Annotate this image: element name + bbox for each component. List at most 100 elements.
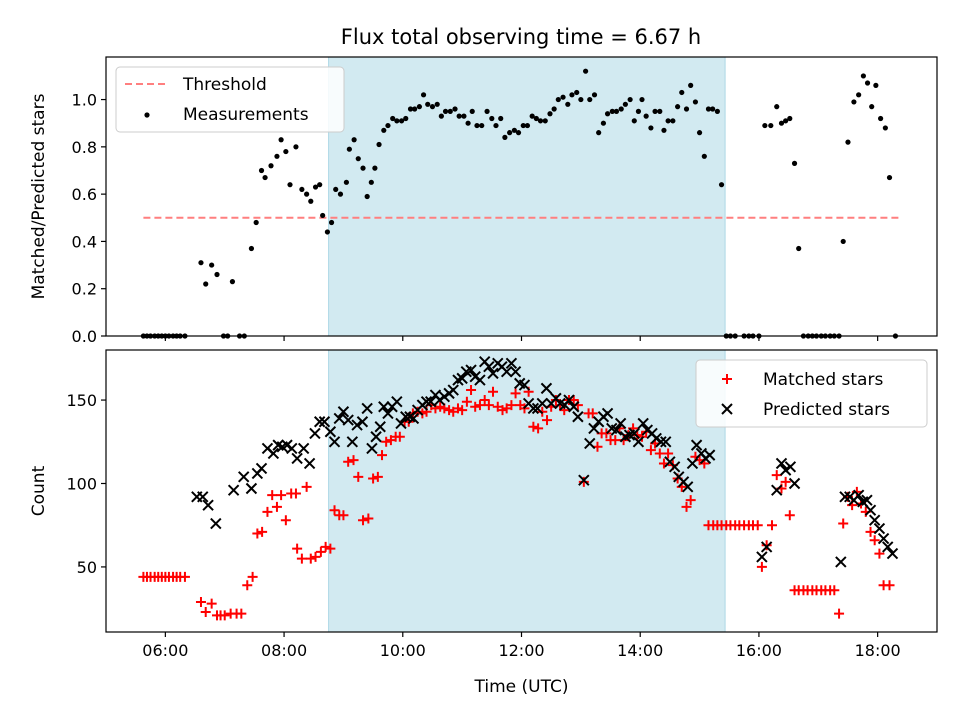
matched-star-marker bbox=[372, 471, 383, 482]
measurement-point bbox=[489, 115, 495, 122]
measurement-point bbox=[474, 122, 480, 129]
measurement-point bbox=[324, 229, 331, 235]
predicted-star-marker bbox=[447, 384, 459, 396]
measurement-point bbox=[869, 104, 875, 110]
matched-star-marker bbox=[838, 518, 849, 529]
measurement-point bbox=[661, 127, 667, 133]
legend-measurements-swatch bbox=[144, 112, 150, 118]
predicted-star-marker bbox=[771, 484, 783, 496]
measurement-point bbox=[308, 198, 314, 204]
predicted-star-marker bbox=[202, 499, 214, 511]
predicted-star-marker bbox=[784, 461, 797, 473]
x-tick-label: 16:00 bbox=[736, 641, 782, 660]
measurement-point bbox=[533, 115, 539, 122]
predicted-star-marker bbox=[238, 471, 250, 483]
matched-star-marker bbox=[542, 415, 553, 426]
measurement-point bbox=[403, 115, 409, 122]
matched-star-marker bbox=[461, 396, 472, 407]
predicted-star-marker bbox=[351, 419, 363, 431]
measurement-point bbox=[851, 99, 857, 105]
measurement-point bbox=[648, 125, 654, 131]
measurement-point bbox=[688, 82, 694, 88]
predicted-star-marker bbox=[337, 406, 350, 418]
matched-star-marker bbox=[578, 476, 589, 487]
measurement-point bbox=[596, 130, 602, 136]
matched-star-marker bbox=[315, 546, 326, 557]
measurement-point bbox=[679, 89, 685, 96]
measurement-point bbox=[484, 108, 490, 114]
predicted-star-marker bbox=[500, 365, 513, 378]
matched-star-marker bbox=[756, 561, 767, 572]
matched-star-marker bbox=[290, 488, 301, 499]
predicted-star-marker bbox=[660, 436, 672, 448]
measurement-point bbox=[683, 106, 690, 112]
measurement-point bbox=[283, 148, 289, 155]
measurement-point bbox=[385, 122, 391, 129]
measurement-point bbox=[412, 106, 418, 112]
matched-star-marker bbox=[685, 495, 696, 506]
predicted-star-marker bbox=[839, 491, 851, 503]
measurement-point bbox=[293, 144, 299, 150]
legend-label: Threshold bbox=[182, 75, 267, 95]
matched-star-marker bbox=[780, 476, 791, 487]
measurement-point bbox=[665, 118, 671, 124]
measurement-point bbox=[198, 260, 204, 266]
measurement-point bbox=[346, 146, 352, 152]
predicted-star-marker bbox=[563, 394, 575, 406]
matched-star-marker bbox=[252, 528, 263, 539]
predicted-star-marker bbox=[407, 412, 420, 425]
predicted-star-marker bbox=[835, 556, 847, 568]
x-tick-label: 08:00 bbox=[261, 641, 307, 660]
matched-star-marker bbox=[257, 526, 268, 537]
measurement-point bbox=[214, 271, 220, 278]
legend: Matched stars Predicted stars bbox=[695, 359, 928, 428]
legend-label: Predicted stars bbox=[763, 400, 890, 420]
predicted-star-marker bbox=[775, 457, 788, 470]
legend-label: Matched stars bbox=[763, 370, 883, 390]
measurement-point bbox=[609, 108, 615, 114]
predicted-star-marker bbox=[342, 414, 354, 426]
x-axis-label: Time (UTC) bbox=[474, 677, 569, 697]
measurement-point bbox=[529, 113, 535, 119]
matched-star-marker bbox=[368, 473, 379, 484]
matched-star-marker bbox=[329, 505, 340, 516]
measurement-point bbox=[791, 160, 798, 166]
series-matched-stars bbox=[138, 385, 895, 621]
predicted-star-marker bbox=[760, 541, 773, 553]
predicted-star-marker bbox=[578, 474, 590, 486]
measurement-point bbox=[456, 113, 462, 119]
predicted-star-marker bbox=[210, 517, 222, 530]
measurement-point bbox=[840, 238, 846, 245]
observing-span bbox=[328, 56, 726, 337]
measurement-point bbox=[714, 108, 720, 114]
legend-box bbox=[695, 359, 928, 428]
measurement-point bbox=[203, 281, 209, 287]
matched-star-marker bbox=[381, 436, 392, 447]
predicted-star-marker bbox=[877, 532, 890, 545]
measurement-point bbox=[507, 130, 513, 136]
measurement-point bbox=[407, 106, 414, 112]
predicted-star-marker bbox=[527, 402, 540, 415]
matched-star-marker bbox=[466, 385, 477, 396]
predicted-star-marker bbox=[366, 442, 378, 455]
measurement-point bbox=[416, 104, 423, 110]
measurement-point bbox=[434, 101, 440, 107]
predicted-star-marker bbox=[886, 547, 899, 560]
measurement-point bbox=[583, 68, 589, 74]
measurement-point bbox=[425, 101, 431, 107]
predicted-star-marker bbox=[483, 360, 495, 373]
legend-label: Measurements bbox=[183, 105, 309, 125]
measurement-point bbox=[670, 118, 676, 124]
legend-box bbox=[115, 66, 345, 133]
predicted-star-marker bbox=[291, 452, 303, 465]
y-tick-label: 100 bbox=[66, 474, 97, 493]
measurement-point bbox=[635, 108, 642, 114]
predicted-star-marker bbox=[601, 407, 614, 420]
measurement-point bbox=[502, 134, 508, 140]
predicted-star-marker bbox=[614, 417, 627, 430]
predicted-star-marker bbox=[227, 484, 240, 496]
measurement-point bbox=[622, 101, 628, 107]
matched-star-marker bbox=[292, 543, 303, 554]
measurement-point bbox=[515, 130, 522, 136]
y-tick-label: 1.0 bbox=[72, 91, 97, 110]
